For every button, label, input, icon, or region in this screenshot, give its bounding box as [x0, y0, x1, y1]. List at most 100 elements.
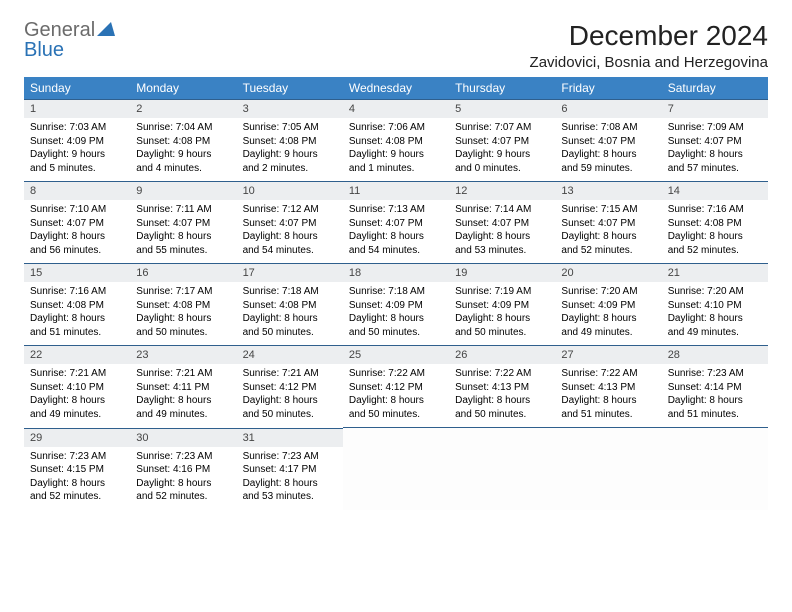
weekday-header: Sunday — [24, 77, 130, 99]
calendar-week-row: 8Sunrise: 7:10 AMSunset: 4:07 PMDaylight… — [24, 181, 768, 263]
calendar-day-cell: 7Sunrise: 7:09 AMSunset: 4:07 PMDaylight… — [662, 99, 768, 181]
day-details: Sunrise: 7:22 AMSunset: 4:12 PMDaylight:… — [343, 364, 449, 425]
weekday-header: Saturday — [662, 77, 768, 99]
day-details: Sunrise: 7:06 AMSunset: 4:08 PMDaylight:… — [343, 118, 449, 179]
day-details: Sunrise: 7:14 AMSunset: 4:07 PMDaylight:… — [449, 200, 555, 261]
calendar-day-cell: 14Sunrise: 7:16 AMSunset: 4:08 PMDayligh… — [662, 181, 768, 263]
day-number: 20 — [555, 263, 661, 282]
day-number: 27 — [555, 345, 661, 364]
day-number: 6 — [555, 99, 661, 118]
calendar-day-cell: 2Sunrise: 7:04 AMSunset: 4:08 PMDaylight… — [130, 99, 236, 181]
day-number: 22 — [24, 345, 130, 364]
day-details: Sunrise: 7:03 AMSunset: 4:09 PMDaylight:… — [24, 118, 130, 179]
day-number: 12 — [449, 181, 555, 200]
calendar-day-cell: 31Sunrise: 7:23 AMSunset: 4:17 PMDayligh… — [237, 428, 343, 511]
day-number: 8 — [24, 181, 130, 200]
calendar-day-cell: 24Sunrise: 7:21 AMSunset: 4:12 PMDayligh… — [237, 345, 343, 428]
day-details: Sunrise: 7:23 AMSunset: 4:15 PMDaylight:… — [24, 447, 130, 508]
day-number: 2 — [130, 99, 236, 118]
day-number: 16 — [130, 263, 236, 282]
day-details: Sunrise: 7:16 AMSunset: 4:08 PMDaylight:… — [662, 200, 768, 261]
day-number: 10 — [237, 181, 343, 200]
calendar-day-cell: 23Sunrise: 7:21 AMSunset: 4:11 PMDayligh… — [130, 345, 236, 428]
logo-triangle-icon — [97, 22, 115, 36]
day-number: 1 — [24, 99, 130, 118]
day-details: Sunrise: 7:19 AMSunset: 4:09 PMDaylight:… — [449, 282, 555, 343]
header: General Blue December 2024 Zavidovici, B… — [24, 20, 768, 71]
calendar-day-cell: 5Sunrise: 7:07 AMSunset: 4:07 PMDaylight… — [449, 99, 555, 181]
day-number: 28 — [662, 345, 768, 364]
day-details: Sunrise: 7:20 AMSunset: 4:09 PMDaylight:… — [555, 282, 661, 343]
day-number: 3 — [237, 99, 343, 118]
day-details: Sunrise: 7:09 AMSunset: 4:07 PMDaylight:… — [662, 118, 768, 179]
calendar-day-cell: 27Sunrise: 7:22 AMSunset: 4:13 PMDayligh… — [555, 345, 661, 428]
calendar-day-cell: 13Sunrise: 7:15 AMSunset: 4:07 PMDayligh… — [555, 181, 661, 263]
day-number: 17 — [237, 263, 343, 282]
calendar-week-row: 15Sunrise: 7:16 AMSunset: 4:08 PMDayligh… — [24, 263, 768, 345]
day-details: Sunrise: 7:21 AMSunset: 4:12 PMDaylight:… — [237, 364, 343, 425]
day-details: Sunrise: 7:18 AMSunset: 4:09 PMDaylight:… — [343, 282, 449, 343]
calendar-day-cell — [343, 428, 449, 511]
day-details: Sunrise: 7:21 AMSunset: 4:11 PMDaylight:… — [130, 364, 236, 425]
day-number: 5 — [449, 99, 555, 118]
day-details: Sunrise: 7:08 AMSunset: 4:07 PMDaylight:… — [555, 118, 661, 179]
day-number: 7 — [662, 99, 768, 118]
day-number: 14 — [662, 181, 768, 200]
day-details: Sunrise: 7:23 AMSunset: 4:16 PMDaylight:… — [130, 447, 236, 508]
day-details: Sunrise: 7:22 AMSunset: 4:13 PMDaylight:… — [449, 364, 555, 425]
day-details: Sunrise: 7:23 AMSunset: 4:14 PMDaylight:… — [662, 364, 768, 425]
day-details: Sunrise: 7:15 AMSunset: 4:07 PMDaylight:… — [555, 200, 661, 261]
day-details: Sunrise: 7:10 AMSunset: 4:07 PMDaylight:… — [24, 200, 130, 261]
calendar-day-cell — [555, 428, 661, 511]
calendar-week-row: 1Sunrise: 7:03 AMSunset: 4:09 PMDaylight… — [24, 99, 768, 181]
calendar-day-cell: 9Sunrise: 7:11 AMSunset: 4:07 PMDaylight… — [130, 181, 236, 263]
day-number: 19 — [449, 263, 555, 282]
calendar-day-cell — [449, 428, 555, 511]
calendar-day-cell: 26Sunrise: 7:22 AMSunset: 4:13 PMDayligh… — [449, 345, 555, 428]
day-details: Sunrise: 7:13 AMSunset: 4:07 PMDaylight:… — [343, 200, 449, 261]
calendar-day-cell: 10Sunrise: 7:12 AMSunset: 4:07 PMDayligh… — [237, 181, 343, 263]
day-number: 25 — [343, 345, 449, 364]
calendar-day-cell: 16Sunrise: 7:17 AMSunset: 4:08 PMDayligh… — [130, 263, 236, 345]
day-number: 9 — [130, 181, 236, 200]
calendar-day-cell: 1Sunrise: 7:03 AMSunset: 4:09 PMDaylight… — [24, 99, 130, 181]
brand-part2: Blue — [24, 39, 64, 61]
calendar-day-cell: 8Sunrise: 7:10 AMSunset: 4:07 PMDaylight… — [24, 181, 130, 263]
calendar-day-cell: 4Sunrise: 7:06 AMSunset: 4:08 PMDaylight… — [343, 99, 449, 181]
day-number: 30 — [130, 428, 236, 447]
day-details: Sunrise: 7:22 AMSunset: 4:13 PMDaylight:… — [555, 364, 661, 425]
day-details: Sunrise: 7:20 AMSunset: 4:10 PMDaylight:… — [662, 282, 768, 343]
calendar-day-cell: 25Sunrise: 7:22 AMSunset: 4:12 PMDayligh… — [343, 345, 449, 428]
calendar-day-cell: 19Sunrise: 7:19 AMSunset: 4:09 PMDayligh… — [449, 263, 555, 345]
title-block: December 2024 Zavidovici, Bosnia and Her… — [530, 20, 768, 71]
calendar-day-cell: 3Sunrise: 7:05 AMSunset: 4:08 PMDaylight… — [237, 99, 343, 181]
calendar-day-cell: 20Sunrise: 7:20 AMSunset: 4:09 PMDayligh… — [555, 263, 661, 345]
day-details: Sunrise: 7:04 AMSunset: 4:08 PMDaylight:… — [130, 118, 236, 179]
day-number: 18 — [343, 263, 449, 282]
calendar-day-cell: 11Sunrise: 7:13 AMSunset: 4:07 PMDayligh… — [343, 181, 449, 263]
day-number: 15 — [24, 263, 130, 282]
day-number: 26 — [449, 345, 555, 364]
day-number: 11 — [343, 181, 449, 200]
day-details: Sunrise: 7:12 AMSunset: 4:07 PMDaylight:… — [237, 200, 343, 261]
day-details: Sunrise: 7:18 AMSunset: 4:08 PMDaylight:… — [237, 282, 343, 343]
weekday-header: Wednesday — [343, 77, 449, 99]
brand-part1: General — [24, 19, 95, 41]
calendar-day-cell: 15Sunrise: 7:16 AMSunset: 4:08 PMDayligh… — [24, 263, 130, 345]
calendar-day-cell: 18Sunrise: 7:18 AMSunset: 4:09 PMDayligh… — [343, 263, 449, 345]
day-number: 29 — [24, 428, 130, 447]
calendar-week-row: 22Sunrise: 7:21 AMSunset: 4:10 PMDayligh… — [24, 345, 768, 428]
weekday-header: Friday — [555, 77, 661, 99]
day-number: 24 — [237, 345, 343, 364]
calendar-table: Sunday Monday Tuesday Wednesday Thursday… — [24, 77, 768, 510]
calendar-day-cell: 28Sunrise: 7:23 AMSunset: 4:14 PMDayligh… — [662, 345, 768, 428]
calendar-day-cell: 12Sunrise: 7:14 AMSunset: 4:07 PMDayligh… — [449, 181, 555, 263]
day-number: 4 — [343, 99, 449, 118]
calendar-day-cell: 22Sunrise: 7:21 AMSunset: 4:10 PMDayligh… — [24, 345, 130, 428]
calendar-day-cell: 17Sunrise: 7:18 AMSunset: 4:08 PMDayligh… — [237, 263, 343, 345]
day-details: Sunrise: 7:23 AMSunset: 4:17 PMDaylight:… — [237, 447, 343, 508]
calendar-week-row: 29Sunrise: 7:23 AMSunset: 4:15 PMDayligh… — [24, 428, 768, 511]
day-details: Sunrise: 7:07 AMSunset: 4:07 PMDaylight:… — [449, 118, 555, 179]
day-details: Sunrise: 7:11 AMSunset: 4:07 PMDaylight:… — [130, 200, 236, 261]
weekday-header-row: Sunday Monday Tuesday Wednesday Thursday… — [24, 77, 768, 99]
